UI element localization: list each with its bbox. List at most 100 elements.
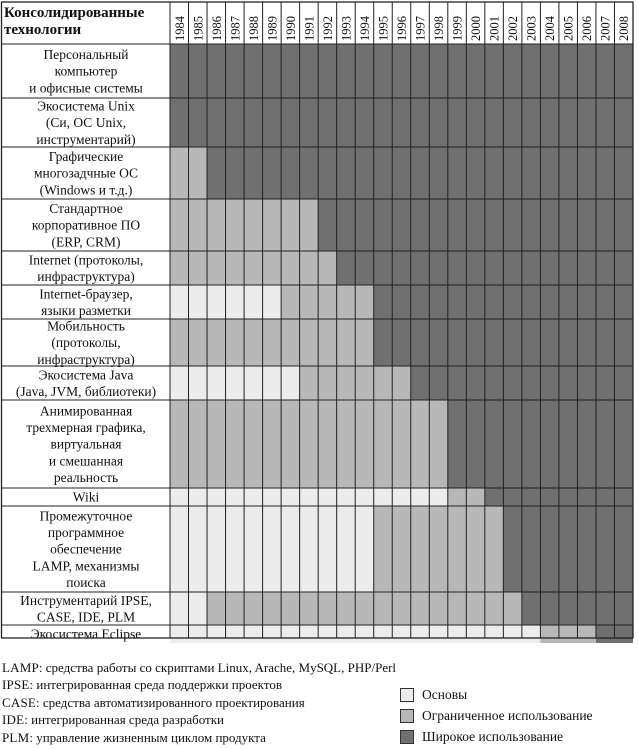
legend-swatch-wide [400, 729, 414, 744]
adoption-cell [558, 625, 578, 643]
adoption-cell [466, 98, 485, 147]
adoption-cell [614, 251, 633, 285]
adoption-cell [447, 319, 467, 366]
adoption-cell [336, 147, 356, 199]
year-label: 1986 [210, 16, 224, 41]
adoption-cell [466, 319, 485, 366]
adoption-cell [244, 592, 263, 625]
adoption-cell [299, 98, 319, 147]
adoption-cell [299, 147, 319, 199]
adoption-cell [429, 366, 448, 400]
adoption-cell [577, 488, 596, 506]
adoption-cell [614, 366, 633, 400]
adoption-cell [558, 199, 578, 251]
legend-swatch-limited [400, 708, 414, 723]
adoption-cell [336, 366, 356, 400]
adoption-cell [336, 488, 356, 506]
adoption-cell [410, 147, 430, 199]
year-label: 2008 [617, 16, 631, 41]
adoption-cell [466, 199, 485, 251]
adoption-cell [318, 592, 337, 625]
adoption-cell [262, 147, 282, 199]
adoption-cell [521, 319, 541, 366]
adoption-cell [392, 592, 411, 625]
adoption-cell [281, 44, 300, 98]
adoption-cell [540, 592, 559, 625]
adoption-cell [410, 285, 430, 319]
year-label: 1994 [358, 15, 372, 41]
adoption-cell [281, 285, 300, 319]
adoption-cell [262, 506, 282, 592]
adoption-cell [225, 285, 245, 319]
adoption-cell [540, 147, 559, 199]
adoption-cell [540, 488, 559, 506]
footnote-plm: PLM: управление жизненным циклом продукт… [2, 729, 266, 745]
adoption-cell [188, 506, 208, 592]
adoption-cell [170, 625, 189, 643]
adoption-cell [281, 199, 300, 251]
adoption-cell [521, 147, 541, 199]
adoption-cell [355, 400, 374, 488]
adoption-cell [299, 285, 319, 319]
adoption-cell [521, 199, 541, 251]
adoption-cell [188, 400, 208, 488]
adoption-cell [207, 319, 226, 366]
adoption-cell [207, 366, 226, 400]
adoption-cell [484, 366, 504, 400]
adoption-cell [466, 44, 485, 98]
legend-swatch-basics [400, 687, 414, 702]
adoption-cell [484, 625, 504, 643]
adoption-cell [392, 506, 411, 592]
adoption-cell [207, 98, 226, 147]
adoption-cell [262, 98, 282, 147]
adoption-cell [558, 506, 578, 592]
adoption-cell [521, 366, 541, 400]
year-label: 1985 [191, 16, 205, 41]
adoption-cell [503, 147, 522, 199]
adoption-cell [188, 592, 208, 625]
adoption-cell [595, 625, 615, 643]
adoption-cell [410, 98, 430, 147]
adoption-cell [355, 251, 374, 285]
adoption-cell [484, 285, 504, 319]
adoption-cell [614, 506, 633, 592]
adoption-cell [373, 285, 393, 319]
adoption-cell [262, 199, 282, 251]
year-label: 1993 [339, 16, 353, 41]
adoption-cell [299, 251, 319, 285]
adoption-cell [503, 251, 522, 285]
adoption-cell [336, 319, 356, 366]
adoption-cell [299, 366, 319, 400]
year-label: 1995 [377, 16, 391, 41]
legend-label-basics: Основы [422, 686, 468, 702]
adoption-cell [244, 319, 263, 366]
adoption-cell [429, 285, 448, 319]
row-label: Анимированная трехмерная графика, виртуаль… [26, 404, 145, 485]
adoption-cell [355, 44, 374, 98]
adoption-cell [484, 592, 504, 625]
adoption-cell [225, 199, 245, 251]
adoption-cell [318, 506, 337, 592]
adoption-cell [262, 319, 282, 366]
adoption-cell [540, 506, 559, 592]
adoption-cell [503, 44, 522, 98]
adoption-cell [558, 98, 578, 147]
adoption-cell [447, 44, 467, 98]
adoption-cell [429, 400, 448, 488]
adoption-cell [429, 199, 448, 251]
adoption-cell [466, 285, 485, 319]
adoption-cell [262, 592, 282, 625]
adoption-cell [595, 400, 615, 488]
footnote-ide: IDE: интегрированная среда разработки [2, 712, 225, 728]
row-label: Персональный компьютер и офисные системы [29, 47, 143, 95]
adoption-cell [595, 285, 615, 319]
adoption-cell [410, 319, 430, 366]
row-label: Internet-браузер, языки разметки [39, 286, 133, 318]
adoption-cell [577, 251, 596, 285]
adoption-cell [521, 506, 541, 592]
adoption-cell [392, 400, 411, 488]
year-label: 2006 [580, 16, 594, 41]
adoption-cell [318, 44, 337, 98]
adoption-cell [336, 506, 356, 592]
adoption-cell [521, 44, 541, 98]
